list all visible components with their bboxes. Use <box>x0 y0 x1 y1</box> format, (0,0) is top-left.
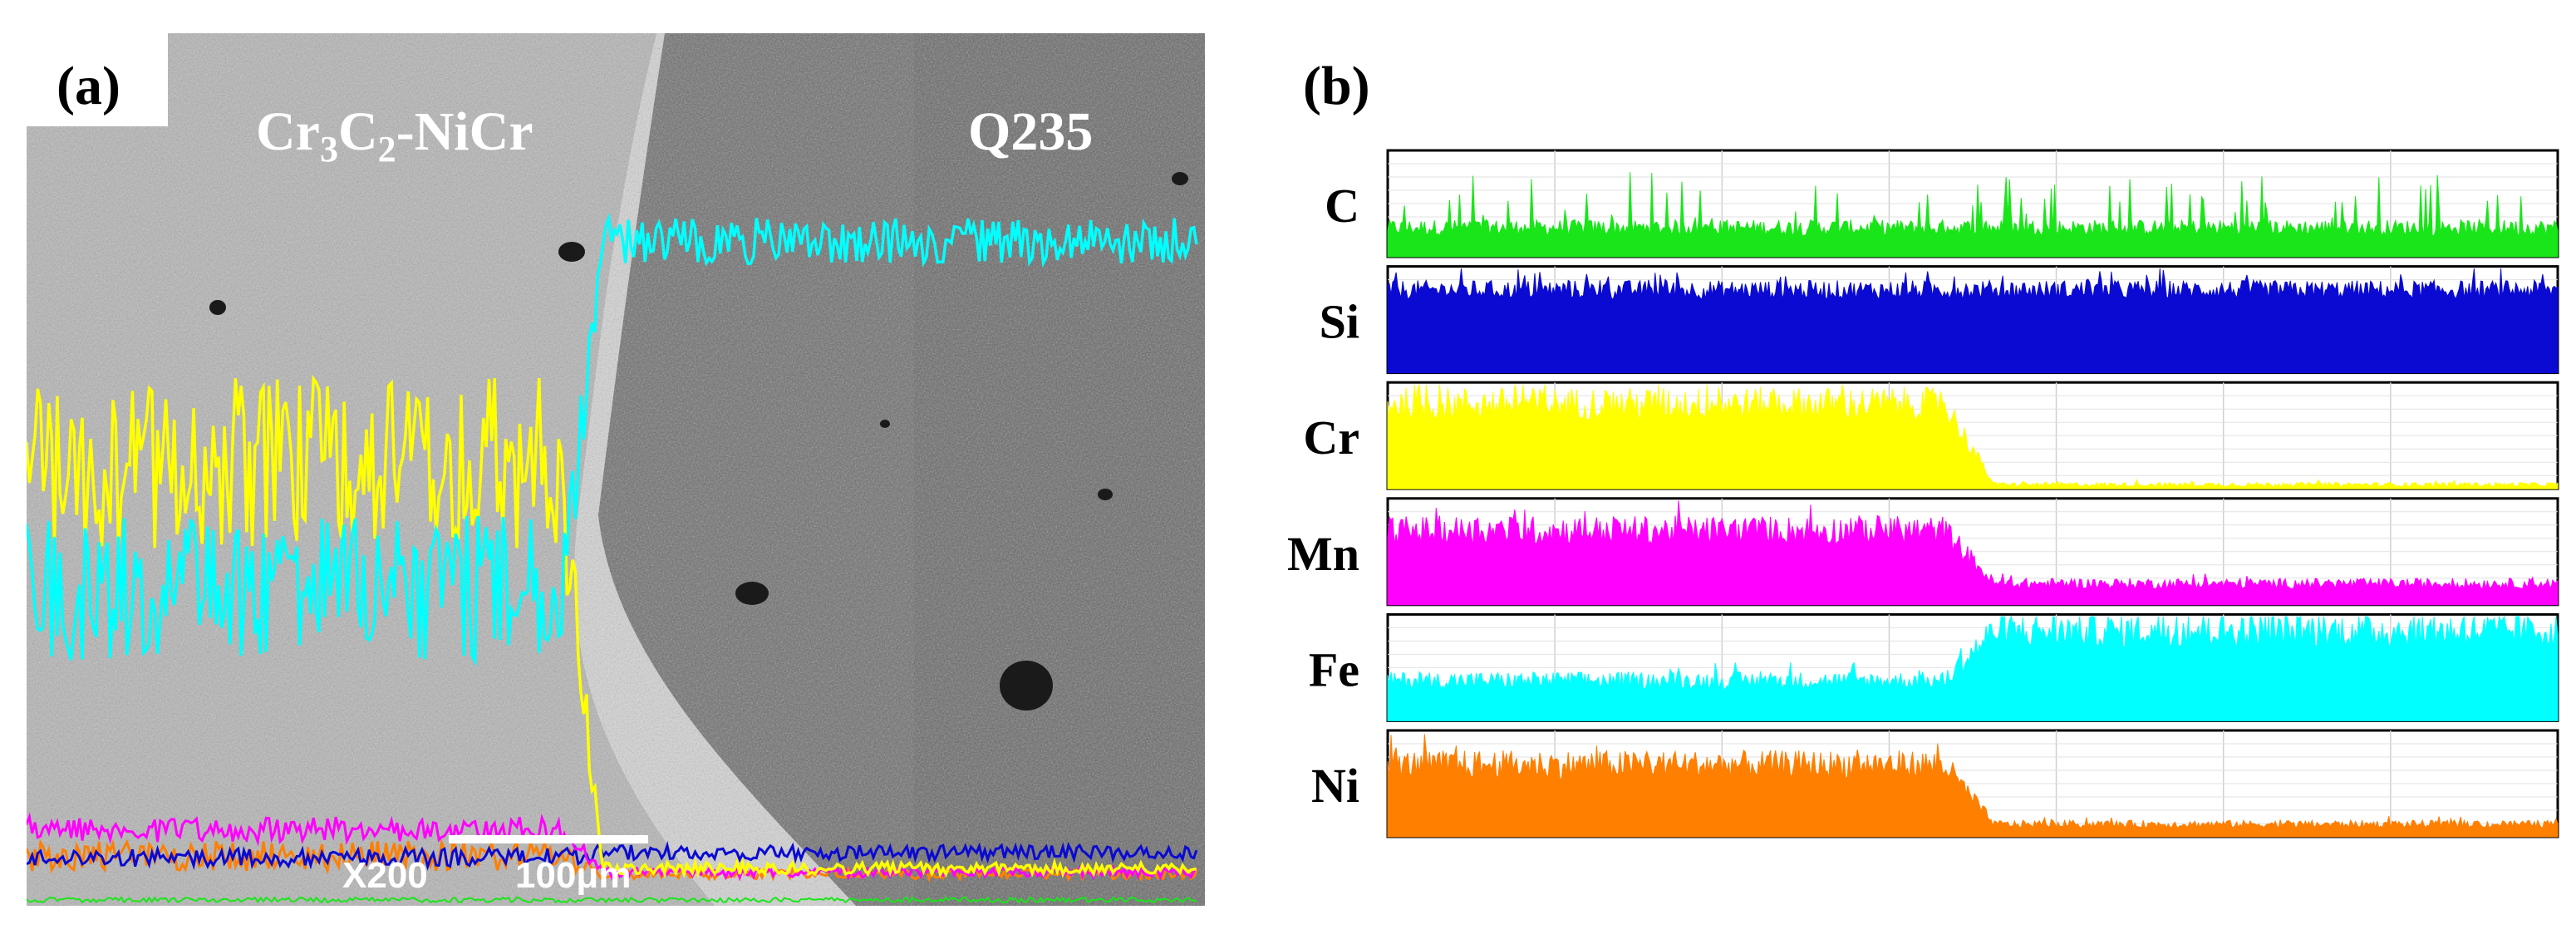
element-label-si: Si <box>1320 295 1359 349</box>
linescan-cr <box>27 374 1197 879</box>
linescan-c <box>27 896 1197 904</box>
plot-area-mn <box>1387 500 2559 606</box>
magnification-label: X200 <box>342 855 428 896</box>
element-plots: C Si Cr Mn Fe Ni <box>1287 149 2559 838</box>
linescan-overlay <box>27 212 1198 904</box>
linescan-fe <box>27 212 1198 667</box>
element-label-fe: Fe <box>1309 642 1359 696</box>
linescan-si <box>27 840 1198 871</box>
scale-bar-label: 100μm <box>515 855 631 896</box>
scale-bar <box>449 835 648 843</box>
plot-area-c <box>1387 172 2559 258</box>
coating-region-title: Cr3C2-NiCr <box>256 101 533 170</box>
element-label-c: C <box>1325 179 1359 233</box>
panel-b-label: (b) <box>1303 56 1370 116</box>
plot-area-cr <box>1387 384 2559 489</box>
plot-area-fe <box>1387 615 2559 721</box>
sem-image <box>27 33 1205 906</box>
element-label-ni: Ni <box>1311 759 1359 813</box>
element-label-mn: Mn <box>1287 527 1359 581</box>
panel-a-label: (a) <box>57 56 120 116</box>
plot-area-si <box>1387 268 2559 374</box>
plot-area-ni <box>1387 734 2559 838</box>
substrate-region-title: Q235 <box>968 101 1093 162</box>
panel-a-label-box <box>27 33 168 126</box>
element-label-cr: Cr <box>1303 411 1359 465</box>
